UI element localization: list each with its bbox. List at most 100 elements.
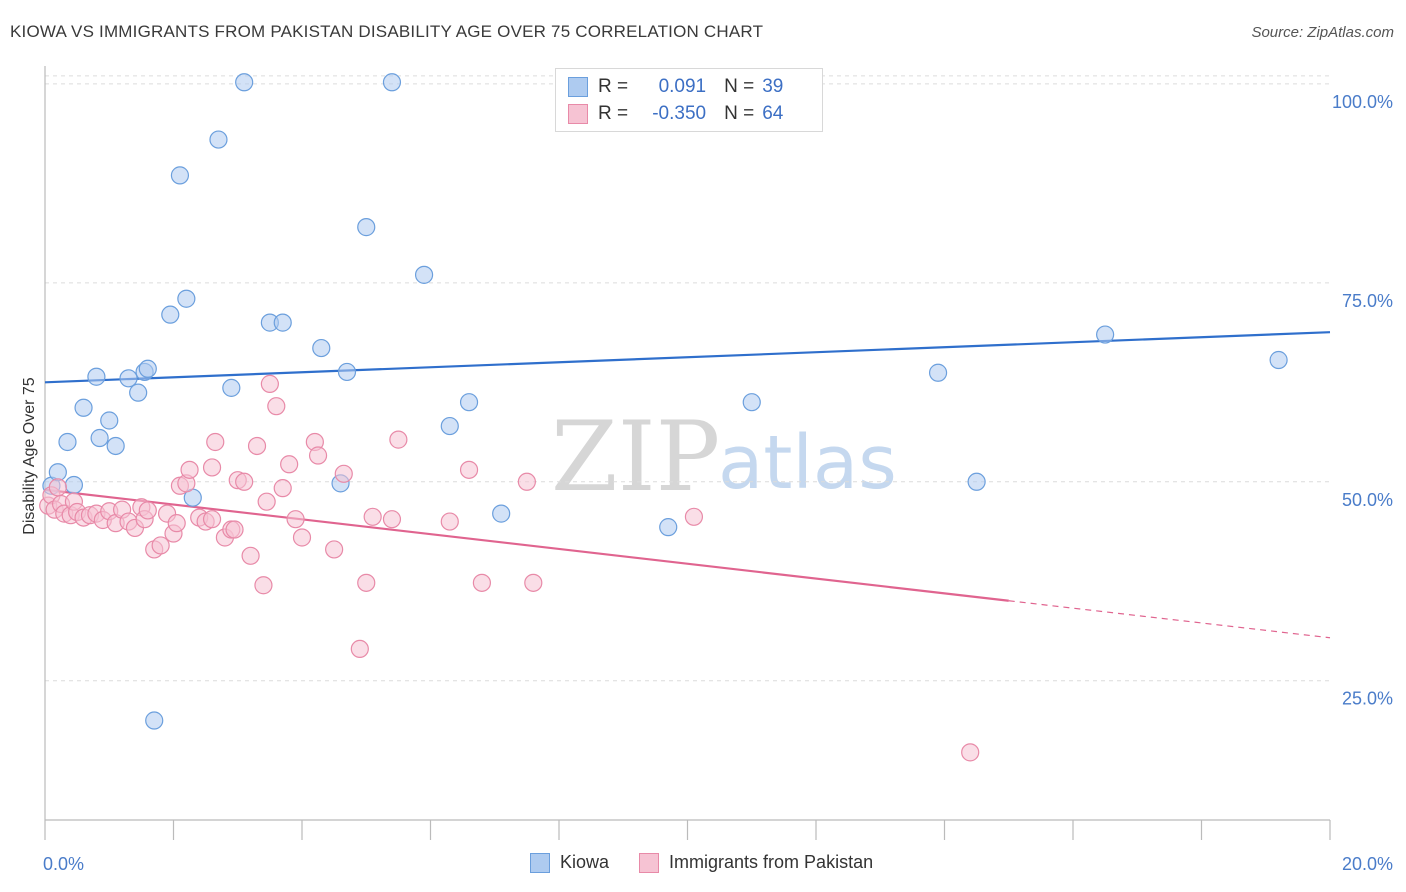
pakistan-point	[357, 573, 376, 592]
kiowa-point	[659, 518, 678, 537]
kiowa-point	[106, 436, 125, 456]
watermark-zip: ZIP	[551, 401, 720, 513]
watermark-atlas: atlas	[718, 420, 897, 506]
legend-label-kiowa: Kiowa	[560, 852, 610, 872]
kiowa-point	[742, 393, 761, 412]
pakistan-point	[260, 374, 279, 393]
trend-lines	[44, 331, 1331, 639]
kiowa-point	[492, 504, 511, 523]
kiowa-point	[1096, 325, 1115, 344]
pakistan-point	[241, 546, 260, 565]
legend-row-pakistan: R = -0.350 N = 64	[568, 102, 783, 126]
kiowa-point	[337, 362, 357, 382]
r-value-kiowa: 0.091	[658, 76, 707, 97]
correlation-legend: R = 0.091 N = 39 R = -0.350 N = 64	[555, 68, 823, 132]
kiowa-point	[459, 393, 479, 412]
pakistan-point	[286, 510, 305, 529]
kiowa-swatch	[530, 852, 550, 873]
pakistan-point	[334, 464, 353, 483]
pakistan-point	[382, 510, 402, 529]
kiowa-trend-line	[44, 331, 1331, 384]
kiowa-point	[273, 313, 292, 332]
pakistan-point	[225, 520, 244, 539]
pakistan-trend-line	[44, 488, 1009, 602]
kiowa-point	[48, 463, 67, 482]
chart-title: KIOWA VS IMMIGRANTS FROM PAKISTAN DISABI…	[10, 22, 764, 41]
pakistan-point	[202, 510, 222, 529]
pakistan-point	[151, 536, 170, 555]
pakistan-point	[308, 446, 328, 465]
kiowa-point	[74, 398, 93, 417]
kiowa-point	[235, 73, 254, 92]
n-label: N =	[724, 103, 755, 124]
pakistan-point	[180, 460, 199, 479]
kiowa-point	[90, 428, 109, 448]
pakistan-point	[280, 455, 299, 474]
series-legend: Kiowa Immigrants from Pakistan	[530, 852, 903, 873]
legend-row-kiowa: R = 0.091 N = 39	[568, 75, 783, 99]
chart-source: Source: ZipAtlas.com	[1251, 24, 1394, 41]
n-value-kiowa: 39	[762, 76, 784, 97]
pakistan-point	[440, 512, 459, 531]
x-tick-label: 20.0%	[1342, 854, 1393, 874]
kiowa-point	[161, 305, 180, 324]
n-value-pakistan: 64	[762, 103, 784, 124]
watermark: ZIP atlas	[551, 401, 897, 513]
legend-label-pakistan: Immigrants from Pakistan	[669, 852, 874, 872]
kiowa-point	[440, 416, 459, 436]
legend-item-kiowa: Kiowa	[530, 852, 609, 873]
n-label: N =	[724, 76, 755, 97]
pakistan-point	[235, 472, 254, 491]
y-tick-labels: 25.0% 50.0% 75.0% 100.0%	[1332, 92, 1393, 709]
kiowa-point	[177, 289, 196, 308]
pakistan-point	[247, 436, 267, 456]
pakistan-point	[350, 639, 369, 659]
pakistan-point	[48, 478, 67, 497]
kiowa-point	[928, 363, 948, 382]
y-tick-label: 50.0%	[1342, 490, 1393, 510]
y-axis-label: Disability Age Over 75	[21, 377, 38, 535]
kiowa-point	[129, 383, 148, 402]
pakistan-point	[684, 507, 704, 526]
pakistan-trend-line-extension	[1008, 600, 1331, 639]
pakistan-point	[202, 458, 222, 477]
kiowa-point	[414, 265, 434, 284]
pakistan-point	[273, 479, 292, 498]
kiowa-point	[357, 218, 376, 237]
kiowa-point	[87, 367, 106, 386]
kiowa-point	[209, 130, 228, 149]
pakistan-point	[267, 397, 286, 416]
kiowa-point	[382, 73, 402, 92]
pakistan-point	[961, 743, 980, 762]
pakistan-point	[254, 576, 273, 595]
pakistan-point	[257, 492, 276, 511]
pakistan-point	[517, 472, 536, 491]
pakistan-point	[363, 507, 382, 526]
y-tick-label: 75.0%	[1342, 291, 1393, 311]
pakistan-swatch	[639, 852, 660, 873]
pakistan-point	[206, 432, 225, 452]
kiowa-point	[222, 378, 241, 397]
kiowa-point	[967, 472, 986, 491]
axes	[44, 66, 1331, 840]
r-label: R =	[598, 103, 629, 124]
kiowa-point	[170, 166, 190, 185]
kiowa-point	[138, 359, 157, 378]
kiowa-point	[100, 411, 119, 430]
pakistan-point	[167, 514, 186, 533]
grid-lines	[45, 75, 1330, 682]
kiowa-point	[312, 338, 331, 358]
y-tick-label: 25.0%	[1342, 689, 1393, 709]
pakistan-point	[138, 501, 157, 520]
pakistan-point	[472, 573, 491, 592]
x-tick-labels: 0.0% 20.0%	[43, 854, 1393, 874]
r-label: R =	[598, 76, 629, 97]
pakistan-point	[459, 460, 479, 479]
legend-item-pakistan: Immigrants from Pakistan	[639, 852, 873, 873]
kiowa-point	[64, 475, 84, 495]
pakistan-point	[524, 573, 543, 592]
r-value-pakistan: -0.350	[652, 103, 707, 124]
kiowa-swatch	[568, 77, 588, 97]
kiowa-point	[119, 369, 138, 388]
